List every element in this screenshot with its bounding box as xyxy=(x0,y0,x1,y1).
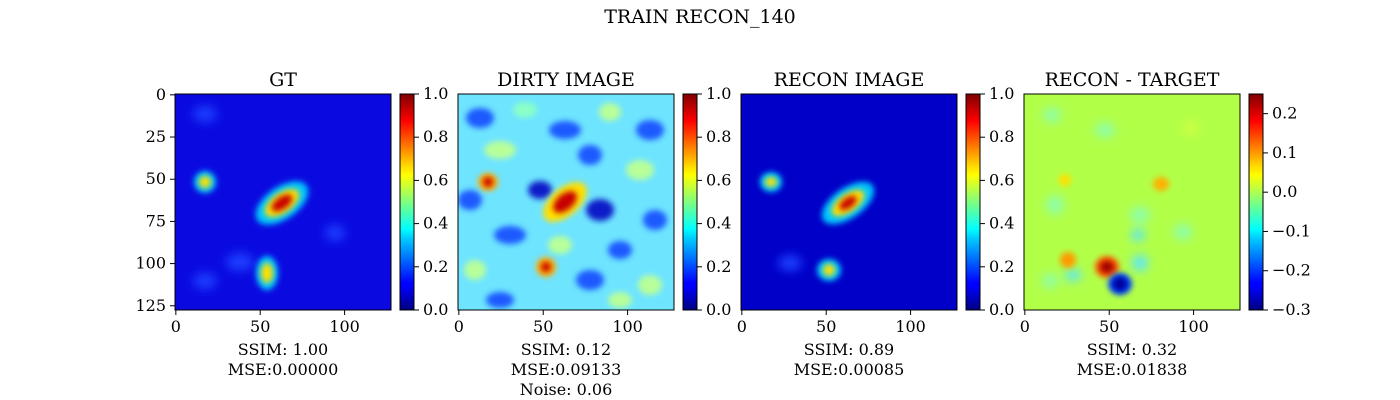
diff-x-axis: 0 50 100 xyxy=(1020,310,1209,336)
dirty-caption-line-2: MSE:0.09133 xyxy=(511,360,622,379)
panel-recon-minus-target: 0 50 100 RECON - TARGET 0.2 0.1 0.0 −0.1 −0.2 −… xyxy=(1020,69,1311,379)
diff-caption-line-1: SSIM: 0.32 xyxy=(1087,340,1177,359)
diff-frame xyxy=(1023,93,1241,311)
diff-colorbar: 0.2 0.1 0.0 −0.1 −0.2 −0.3 xyxy=(1248,93,1311,319)
y-tick-label: 75 xyxy=(146,211,166,230)
x-tick-label: 0 xyxy=(171,317,181,336)
dirty-colorbar: 0.0 0.2 0.4 0.6 0.8 1.0 xyxy=(682,84,731,319)
colorbar-tick-label: −0.3 xyxy=(1272,300,1311,319)
colorbar-tick-label: 1.0 xyxy=(423,84,448,103)
diff-heatmap xyxy=(1024,94,1240,310)
x-tick-label: 50 xyxy=(816,317,836,336)
colorbar-tick-label: −0.2 xyxy=(1272,261,1311,280)
colorbar-tick-label: 0.2 xyxy=(706,257,731,276)
x-tick-label: 100 xyxy=(612,317,643,336)
colorbar-tick-label: 0.6 xyxy=(989,170,1014,189)
x-tick-label: 100 xyxy=(1178,317,1209,336)
colorbar-tick-label: 0.0 xyxy=(989,300,1014,319)
colorbar-tick-label: 0.8 xyxy=(989,127,1014,146)
gt-heatmap xyxy=(175,94,391,310)
colorbar-tick-label: 1.0 xyxy=(989,84,1014,103)
colorbar-tick-label: 0.2 xyxy=(1272,104,1297,123)
x-tick-label: 50 xyxy=(533,317,553,336)
colorbar-tick-label: 0.2 xyxy=(989,257,1014,276)
colorbar-tick-label: 0.0 xyxy=(423,300,448,319)
colorbar-tick-label: 0.2 xyxy=(423,257,448,276)
x-tick-label: 0 xyxy=(1020,317,1030,336)
recon-caption-line-1: SSIM: 0.89 xyxy=(804,340,894,359)
colorbar-tick-label: 1.0 xyxy=(706,84,731,103)
x-tick-label: 100 xyxy=(329,317,360,336)
recon-frame xyxy=(740,93,958,311)
x-tick-label: 50 xyxy=(1099,317,1119,336)
colorbar-tick-label: 0.4 xyxy=(423,214,448,233)
x-tick-label: 50 xyxy=(250,317,270,336)
recon-caption-line-2: MSE:0.00085 xyxy=(794,360,905,379)
diff-caption-line-2: MSE:0.01838 xyxy=(1077,360,1188,379)
x-tick-label: 0 xyxy=(737,317,747,336)
gt-caption-line-1: SSIM: 1.00 xyxy=(238,340,328,359)
colorbar-tick-label: −0.1 xyxy=(1272,221,1311,240)
dirty-heatmap xyxy=(458,94,674,310)
diff-title: RECON - TARGET xyxy=(1045,69,1220,91)
colorbar-tick-label: 0.4 xyxy=(989,214,1014,233)
panel-recon-image: 0 50 100 RECON IMAGE 0.0 0.2 0.4 0.6 0.8 1.0 SS… xyxy=(737,69,1015,379)
colorbar-tick-label: 0.4 xyxy=(706,214,731,233)
y-tick-label: 100 xyxy=(135,254,166,273)
recon-heatmap xyxy=(741,94,957,310)
x-tick-label: 100 xyxy=(895,317,926,336)
y-tick-label: 125 xyxy=(135,296,166,315)
panel-gt: 0 50 100 0 25 50 75 100 125 GT 0.0 0.2 0.4 0.6 0.8 1… xyxy=(135,69,448,379)
colorbar-tick-label: 0.8 xyxy=(706,127,731,146)
colorbar-tick-label: 0.1 xyxy=(1272,143,1297,162)
y-tick-label: 0 xyxy=(156,85,166,104)
colorbar-tick-label: 0.0 xyxy=(1272,182,1297,201)
colorbar-tick-label: 0.8 xyxy=(423,127,448,146)
dirty-frame xyxy=(457,93,675,311)
gt-colorbar: 0.0 0.2 0.4 0.6 0.8 1.0 xyxy=(399,84,448,319)
colorbar-tick-label: 0.6 xyxy=(423,170,448,189)
figure-suptitle: TRAIN RECON_140 xyxy=(604,6,796,28)
y-tick-label: 25 xyxy=(146,127,166,146)
recon-x-axis: 0 50 100 xyxy=(737,310,926,336)
dirty-title: DIRTY IMAGE xyxy=(497,69,635,91)
panel-dirty-image: 0 50 100 DIRTY IMAGE 0.0 0.2 0.4 0.6 0.8 1.0 SS… xyxy=(454,69,732,399)
recon-title: RECON IMAGE xyxy=(774,69,925,91)
dirty-caption-line-3: Noise: 0.06 xyxy=(520,380,613,399)
gt-caption-line-2: MSE:0.00000 xyxy=(228,360,339,379)
recon-colorbar: 0.0 0.2 0.4 0.6 0.8 1.0 xyxy=(965,84,1014,319)
dirty-x-axis: 0 50 100 xyxy=(454,310,643,336)
gt-title: GT xyxy=(269,69,297,91)
x-tick-label: 0 xyxy=(454,317,464,336)
gt-frame xyxy=(174,93,392,311)
colorbar-tick-label: 0.0 xyxy=(706,300,731,319)
y-tick-label: 50 xyxy=(146,169,166,188)
colorbar-tick-label: 0.6 xyxy=(706,170,731,189)
gt-x-axis: 0 50 100 xyxy=(171,310,360,336)
gt-y-axis: 0 25 50 75 100 125 xyxy=(135,85,175,315)
dirty-caption-line-1: SSIM: 0.12 xyxy=(521,340,611,359)
